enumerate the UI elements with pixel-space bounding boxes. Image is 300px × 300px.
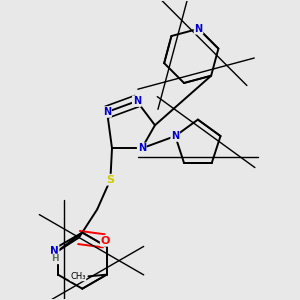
Text: CH₃: CH₃	[70, 272, 86, 281]
Text: N: N	[138, 143, 146, 153]
Text: N: N	[50, 246, 58, 256]
Text: H: H	[51, 254, 58, 263]
Text: N: N	[194, 24, 202, 34]
Text: N: N	[103, 107, 111, 117]
Text: S: S	[106, 175, 114, 185]
Text: N: N	[171, 131, 179, 141]
Text: N: N	[133, 96, 141, 106]
Text: O: O	[101, 236, 110, 246]
